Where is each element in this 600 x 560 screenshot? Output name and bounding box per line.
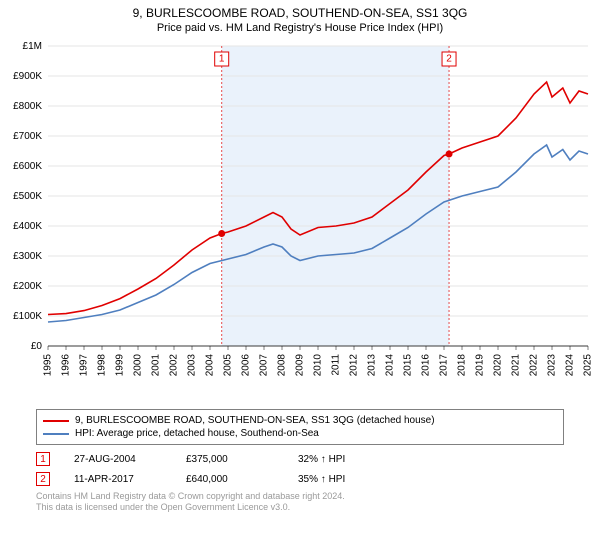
marker-row: 2 11-APR-2017 £640,000 35% ↑ HPI bbox=[36, 469, 564, 489]
svg-text:£400K: £400K bbox=[13, 221, 42, 232]
svg-text:2022: 2022 bbox=[529, 354, 540, 377]
svg-text:1999: 1999 bbox=[115, 354, 126, 377]
svg-text:2012: 2012 bbox=[349, 354, 360, 377]
svg-text:2005: 2005 bbox=[223, 354, 234, 377]
marker-badge: 1 bbox=[36, 452, 50, 466]
svg-text:2015: 2015 bbox=[403, 354, 414, 377]
marker-date: 27-AUG-2004 bbox=[74, 454, 162, 465]
svg-text:2024: 2024 bbox=[565, 354, 576, 377]
svg-text:2000: 2000 bbox=[133, 354, 144, 377]
svg-text:2019: 2019 bbox=[475, 354, 486, 377]
svg-text:£1M: £1M bbox=[23, 41, 42, 52]
chart: £0 £100K £200K £300K £400K £500K £600K £700K £80… bbox=[0, 38, 600, 403]
page-title: 9, BURLESCOOMBE ROAD, SOUTHEND-ON-SEA, S… bbox=[0, 0, 600, 20]
svg-text:2016: 2016 bbox=[421, 354, 432, 377]
svg-text:£300K: £300K bbox=[13, 251, 42, 262]
svg-text:2002: 2002 bbox=[169, 354, 180, 377]
marker-pct: 35% ↑ HPI bbox=[298, 474, 386, 485]
chart-svg: £0 £100K £200K £300K £400K £500K £600K £700K £80… bbox=[0, 38, 600, 398]
svg-text:2025: 2025 bbox=[583, 354, 594, 377]
marker-row: 1 27-AUG-2004 £375,000 32% ↑ HPI bbox=[36, 449, 564, 469]
svg-text:2013: 2013 bbox=[367, 354, 378, 377]
legend-swatch bbox=[43, 420, 69, 422]
marker-price: £375,000 bbox=[186, 454, 274, 465]
svg-text:2003: 2003 bbox=[187, 354, 198, 377]
svg-text:2009: 2009 bbox=[295, 354, 306, 377]
svg-text:£700K: £700K bbox=[13, 131, 42, 142]
svg-text:£100K: £100K bbox=[13, 311, 42, 322]
marker-badge: 2 bbox=[36, 472, 50, 486]
svg-text:2017: 2017 bbox=[439, 354, 450, 377]
svg-text:2010: 2010 bbox=[313, 354, 324, 377]
svg-text:2021: 2021 bbox=[511, 354, 522, 377]
svg-text:1997: 1997 bbox=[79, 354, 90, 377]
svg-text:2008: 2008 bbox=[277, 354, 288, 377]
marker-pct: 32% ↑ HPI bbox=[298, 454, 386, 465]
footnote-line: This data is licensed under the Open Gov… bbox=[36, 502, 564, 513]
marker-price: £640,000 bbox=[186, 474, 274, 485]
svg-text:1998: 1998 bbox=[97, 354, 108, 377]
svg-text:2018: 2018 bbox=[457, 354, 468, 377]
legend: 9, BURLESCOOMBE ROAD, SOUTHEND-ON-SEA, S… bbox=[36, 409, 564, 445]
svg-text:2023: 2023 bbox=[547, 354, 558, 377]
svg-text:2020: 2020 bbox=[493, 354, 504, 377]
svg-text:2001: 2001 bbox=[151, 354, 162, 377]
legend-label: 9, BURLESCOOMBE ROAD, SOUTHEND-ON-SEA, S… bbox=[75, 415, 435, 426]
svg-text:2011: 2011 bbox=[331, 354, 342, 376]
footnote-line: Contains HM Land Registry data © Crown c… bbox=[36, 491, 564, 502]
svg-text:2004: 2004 bbox=[205, 354, 216, 377]
marker-table: 1 27-AUG-2004 £375,000 32% ↑ HPI 2 11-AP… bbox=[36, 449, 564, 489]
page-subtitle: Price paid vs. HM Land Registry's House … bbox=[0, 20, 600, 38]
svg-text:2006: 2006 bbox=[241, 354, 252, 377]
svg-text:£600K: £600K bbox=[13, 161, 42, 172]
svg-text:£800K: £800K bbox=[13, 101, 42, 112]
svg-text:2: 2 bbox=[446, 54, 452, 65]
footnote: Contains HM Land Registry data © Crown c… bbox=[36, 491, 564, 514]
svg-text:1996: 1996 bbox=[61, 354, 72, 377]
marker-date: 11-APR-2017 bbox=[74, 474, 162, 485]
svg-text:£200K: £200K bbox=[13, 281, 42, 292]
legend-item: HPI: Average price, detached house, Sout… bbox=[43, 427, 557, 440]
svg-text:£900K: £900K bbox=[13, 71, 42, 82]
svg-text:£0: £0 bbox=[31, 341, 43, 352]
svg-text:2007: 2007 bbox=[259, 354, 270, 377]
legend-swatch bbox=[43, 433, 69, 435]
legend-label: HPI: Average price, detached house, Sout… bbox=[75, 428, 319, 439]
svg-text:1995: 1995 bbox=[43, 354, 54, 377]
legend-item: 9, BURLESCOOMBE ROAD, SOUTHEND-ON-SEA, S… bbox=[43, 414, 557, 427]
svg-text:£500K: £500K bbox=[13, 191, 42, 202]
svg-text:2014: 2014 bbox=[385, 354, 396, 377]
svg-text:1: 1 bbox=[219, 54, 225, 65]
